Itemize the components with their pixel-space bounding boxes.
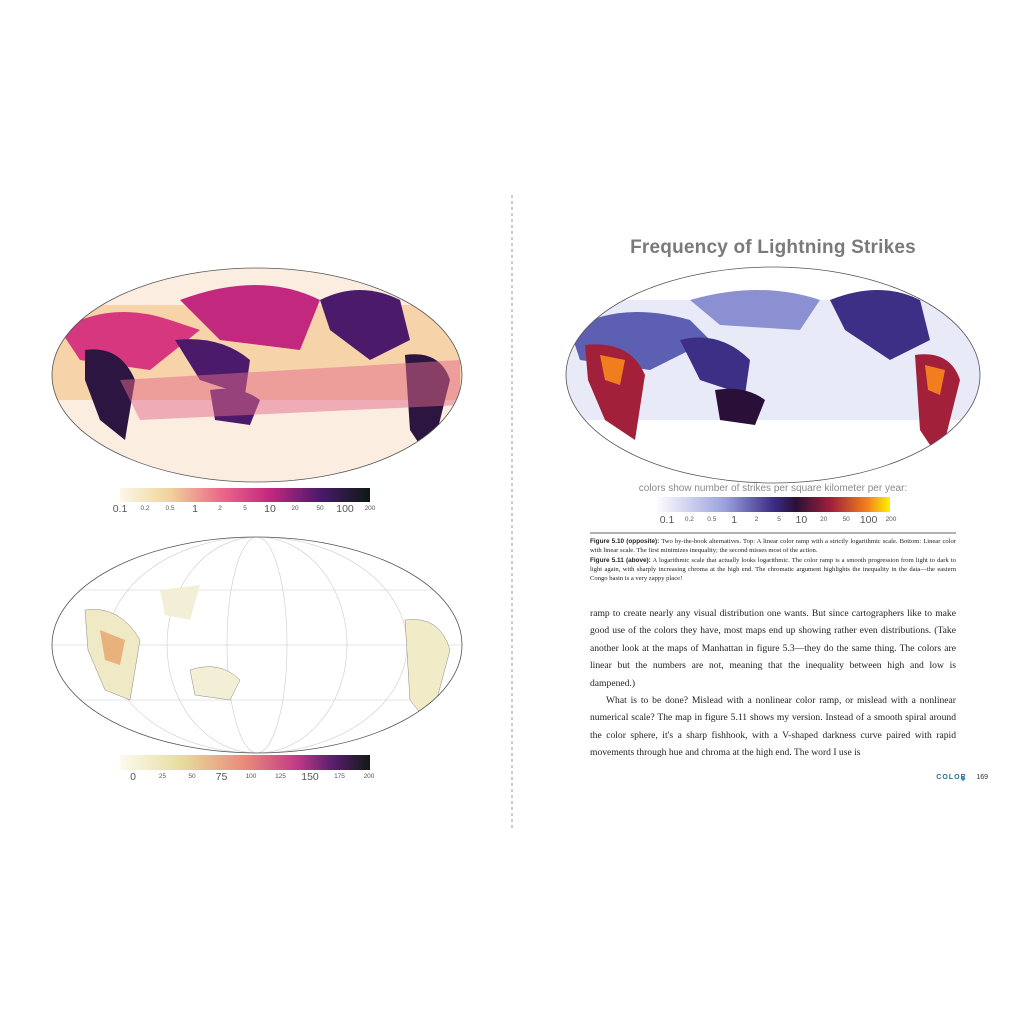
footer: COLOR 169 bbox=[900, 774, 988, 781]
tick-label: 2 bbox=[218, 505, 222, 512]
title: Frequency of Lightning Strikes bbox=[630, 237, 916, 258]
tick-label: 50 bbox=[188, 773, 196, 780]
legend-ticks: 0.1 0.2 0.5 1 2 5 10 20 50 100 200 bbox=[113, 503, 376, 517]
tick-label: 200 bbox=[364, 505, 376, 512]
caption-label: Figure 5.11 (above): bbox=[590, 557, 651, 564]
tick-label: 0.1 bbox=[112, 503, 128, 515]
tick-label: 5 bbox=[777, 516, 781, 523]
tick-label: 20 bbox=[820, 516, 828, 523]
caption-text: Two by-the-book alternatives. Top: A lin… bbox=[590, 538, 956, 554]
paragraph: What is to be done? Mislead with a nonli… bbox=[590, 695, 956, 759]
caption: Figure 5.11 (above): A logarithmic scale… bbox=[590, 556, 956, 583]
map-outline bbox=[565, 266, 981, 484]
tick-label: 25 bbox=[158, 773, 167, 780]
tick-label: 100 bbox=[245, 773, 257, 780]
tick-label: 0 bbox=[130, 771, 136, 783]
caption: Figure 5.10 (opposite): Two by-the-book … bbox=[590, 537, 956, 555]
tick-label: 200 bbox=[363, 773, 375, 780]
tick-label: 50 bbox=[842, 516, 850, 523]
caption-label: Figure 5.10 (opposite): bbox=[590, 538, 660, 545]
tick-label: 100 bbox=[859, 514, 878, 526]
tick-label: 2 bbox=[754, 516, 759, 523]
color-ramp bbox=[655, 497, 890, 512]
map-outline bbox=[51, 536, 463, 754]
tick-label: 1 bbox=[731, 514, 738, 526]
tick-label: 200 bbox=[885, 516, 897, 523]
tick-label: 0.5 bbox=[165, 505, 175, 512]
body-text: ramp to create nearly any visual distrib… bbox=[590, 605, 956, 762]
tick-label: 100 bbox=[336, 503, 354, 515]
tick-label: 0.1 bbox=[659, 514, 675, 526]
legend-ticks: 0 25 50 75 100 125 150 175 200 bbox=[130, 771, 374, 785]
tick-label: 150 bbox=[301, 771, 319, 783]
caption-text: A logarithmic scale that actually looks … bbox=[590, 557, 956, 582]
color-ramp bbox=[120, 488, 370, 502]
footer-dot bbox=[961, 777, 965, 781]
tick-label: 0.5 bbox=[707, 516, 717, 523]
map-outline bbox=[51, 267, 463, 483]
tick-label: 20 bbox=[291, 505, 299, 512]
tick-label: 50 bbox=[316, 505, 324, 512]
color-ramp bbox=[120, 755, 370, 770]
tick-label: 175 bbox=[334, 773, 345, 780]
legend-ticks: 0.1 0.2 0.5 1 2 5 10 20 50 100 200 bbox=[660, 514, 897, 528]
tick-label: 5 bbox=[243, 505, 247, 512]
map-linear bbox=[52, 537, 462, 753]
tick-label: 0.2 bbox=[684, 516, 694, 523]
tick-label: 1 bbox=[192, 503, 198, 515]
tick-label: 75 bbox=[215, 771, 228, 783]
legend-caption: colors show number of strikes per square… bbox=[638, 483, 908, 494]
paragraph: ramp to create nearly any visual distrib… bbox=[590, 608, 956, 689]
map-fishhook bbox=[566, 267, 980, 483]
tick-label: 10 bbox=[264, 503, 276, 515]
page-number: 169 bbox=[976, 774, 988, 781]
tick-label: 125 bbox=[275, 773, 286, 780]
tick-label: 0.2 bbox=[140, 505, 150, 512]
tick-label: 10 bbox=[795, 514, 808, 526]
map-log-magma bbox=[52, 268, 462, 482]
footer-section: COLOR bbox=[936, 774, 967, 781]
